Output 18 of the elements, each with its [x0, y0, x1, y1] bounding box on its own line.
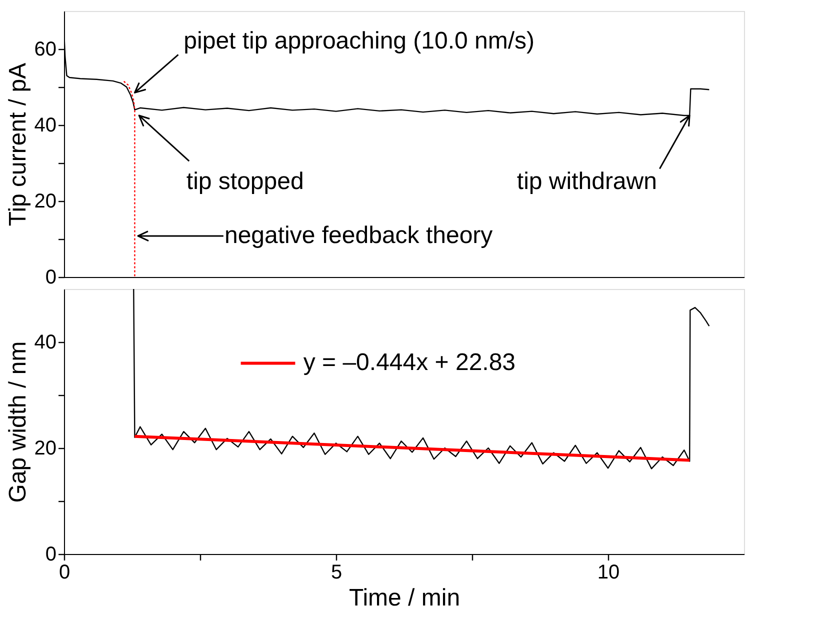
- x-axis-title: Time / min: [348, 584, 460, 612]
- y-tick-label: 20: [34, 438, 56, 460]
- x-tick-label: 10: [597, 562, 620, 584]
- annotation: tip withdrawn: [516, 168, 657, 195]
- annotation: pipet tip approaching (10.0 nm/s): [184, 27, 535, 54]
- y-tick-label: 0: [45, 544, 56, 566]
- y-tick-label: 20: [34, 190, 56, 212]
- y-axis-title: Tip current / pA: [4, 62, 32, 226]
- y-axis-title: Gap width / nm: [4, 341, 32, 503]
- legend-label: y = –0.444x + 22.83: [303, 349, 516, 376]
- x-tick-label: 0: [58, 562, 70, 584]
- y-tick-label: 40: [34, 114, 56, 136]
- y-tick-label: 60: [34, 38, 56, 60]
- annotation: negative feedback theory: [224, 222, 493, 249]
- y-tick-label: 40: [34, 332, 56, 354]
- y-tick-label: 0: [45, 266, 56, 288]
- x-tick-label: 5: [330, 562, 342, 584]
- annotation: tip stopped: [186, 168, 304, 195]
